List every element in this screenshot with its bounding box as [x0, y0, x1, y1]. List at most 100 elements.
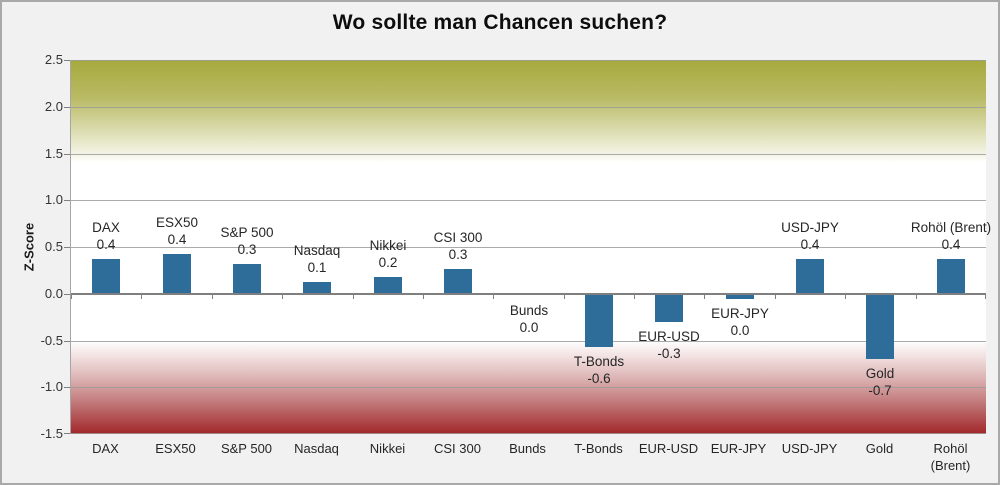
x-tick-mark — [353, 295, 354, 299]
y-tick-label--0.5: -0.5 — [40, 333, 63, 348]
data-label-s-p-500: S&P 500 0.3 — [172, 224, 322, 258]
data-label-value: 0.4 — [800, 237, 820, 252]
data-label-value: -0.6 — [587, 371, 611, 386]
data-label-value: -0.7 — [868, 383, 892, 398]
gridline-1 — [71, 200, 986, 201]
x-category-label-nikkei: Nikkei — [369, 441, 406, 456]
y-tick-label--1.0: -1.0 — [40, 379, 63, 394]
x-tick-mark — [775, 295, 776, 299]
x-tick-mark — [141, 295, 142, 299]
x-axis: DAX ESX50 S&P 500 Nasdaq Nikkei CSI 300 Bunds T… — [70, 440, 985, 480]
bar-nikkei — [374, 277, 402, 294]
bar-t-bonds — [585, 294, 613, 347]
gridline-1.5 — [71, 154, 986, 155]
data-label-csi-300: CSI 300 0.3 — [383, 229, 533, 263]
x-category-label-bunds: Bunds — [509, 441, 546, 456]
bar-usd-jpy — [796, 259, 824, 294]
x-category-label-roh-l-brent: Rohöl (Brent) — [930, 441, 971, 473]
x-tick-mark — [634, 295, 635, 299]
x-category-label-nasdaq: Nasdaq — [294, 441, 339, 456]
y-tick-label-2.5: 2.5 — [44, 52, 63, 67]
data-label-name: Gold — [865, 366, 895, 381]
gridline--1.5 — [71, 433, 986, 434]
data-label-eur-usd: EUR-USD -0.3 — [594, 328, 744, 362]
y-tick-mark — [64, 200, 70, 201]
y-tick-mark — [64, 294, 70, 295]
bar-dax — [92, 259, 120, 294]
data-label-t-bonds: T-Bonds -0.6 — [524, 353, 674, 387]
x-tick-mark — [845, 295, 846, 299]
data-label-value: 0.0 — [730, 323, 750, 338]
y-tick-mark — [64, 247, 70, 248]
data-label-bunds: Bunds 0.0 — [454, 302, 604, 336]
data-label-name: S&P 500 — [220, 225, 274, 240]
chart-title: Wo sollte man Chancen suchen? — [332, 11, 668, 34]
y-tick-label-1.0: 1.0 — [44, 192, 63, 207]
x-tick-mark — [282, 295, 283, 299]
bar-csi-300 — [444, 269, 472, 294]
gridline-2 — [71, 107, 986, 108]
data-label-name: ESX50 — [155, 215, 199, 230]
x-category-label-usd-jpy: USD-JPY — [781, 441, 838, 456]
data-label-value: 0.3 — [448, 247, 468, 262]
zero-axis-line — [71, 293, 986, 295]
x-category-label-dax: DAX — [92, 441, 119, 456]
y-tick-mark — [64, 154, 70, 155]
data-label-gold: Gold -0.7 — [805, 365, 955, 399]
data-label-value: 0.4 — [941, 237, 961, 252]
y-tick-mark — [64, 60, 70, 61]
x-tick-mark — [916, 295, 917, 299]
y-tick-mark — [64, 387, 70, 388]
bar-s-p-500 — [233, 264, 261, 294]
data-label-name: USD-JPY — [781, 220, 839, 235]
data-label-name: CSI 300 — [433, 230, 483, 245]
bar-nasdaq — [303, 282, 331, 294]
bar-eur-jpy — [726, 294, 754, 299]
plot-area: DAX 0.4 ESX50 0.4 S&P 500 0.3 Nasdaq 0.1 Nikkei 0… — [70, 60, 991, 434]
x-category-label-s-p-500: S&P 500 — [220, 441, 273, 456]
x-category-label-eur-usd: EUR-USD — [638, 441, 699, 456]
bar-esx50 — [163, 254, 191, 294]
y-tick-label-0.5: 0.5 — [44, 239, 63, 254]
x-tick-mark — [493, 295, 494, 299]
bar-eur-usd — [655, 294, 683, 322]
x-tick-mark — [212, 295, 213, 299]
y-axis: 2.5 2.0 1.5 1.0 0.5 0.0 -0.5 -1.0 -1.5 — [2, 52, 70, 441]
data-label-value: 0.4 — [167, 232, 187, 247]
y-tick-mark — [64, 341, 70, 342]
data-label-name: Bunds — [509, 303, 549, 318]
y-tick-mark — [64, 107, 70, 108]
data-label-value: -0.3 — [657, 346, 681, 361]
data-label-eur-jpy: EUR-JPY 0.0 — [665, 305, 815, 339]
bar-roh-l-brent — [937, 259, 965, 294]
gridline-2.5 — [71, 60, 986, 61]
data-label-name: Rohöl (Brent) — [910, 220, 992, 235]
data-label-value: 0.1 — [307, 260, 327, 275]
gridline--1 — [71, 387, 986, 388]
data-label-nikkei: Nikkei 0.2 — [313, 237, 463, 271]
x-tick-mark — [704, 295, 705, 299]
x-tick-mark — [564, 295, 565, 299]
y-tick-label--1.5: -1.5 — [40, 426, 63, 441]
y-tick-label-2.0: 2.0 — [44, 99, 63, 114]
y-tick-label-0.0: 0.0 — [44, 286, 63, 301]
x-category-label-csi-300: CSI 300 — [434, 441, 481, 456]
y-tick-label-1.5: 1.5 — [44, 146, 63, 161]
data-label-name: T-Bonds — [573, 354, 625, 369]
data-label-value: 0.3 — [237, 242, 257, 257]
data-label-value: 0.2 — [378, 255, 398, 270]
gridline--0.5 — [71, 341, 986, 342]
bar-gold — [866, 294, 894, 359]
x-category-label-esx50: ESX50 — [155, 441, 196, 456]
x-tick-mark — [423, 295, 424, 299]
gridline-0.5 — [71, 247, 986, 248]
data-label-esx50: ESX50 0.4 — [102, 214, 252, 248]
x-tick-mark — [71, 295, 72, 299]
data-label-name: Nikkei — [369, 238, 407, 253]
x-category-label-gold: Gold — [865, 441, 894, 456]
data-label-name: EUR-JPY — [711, 306, 769, 321]
x-category-label-eur-jpy: EUR-JPY — [710, 441, 767, 456]
x-category-label-t-bonds: T-Bonds — [574, 441, 623, 456]
data-label-value: 0.0 — [519, 320, 539, 335]
